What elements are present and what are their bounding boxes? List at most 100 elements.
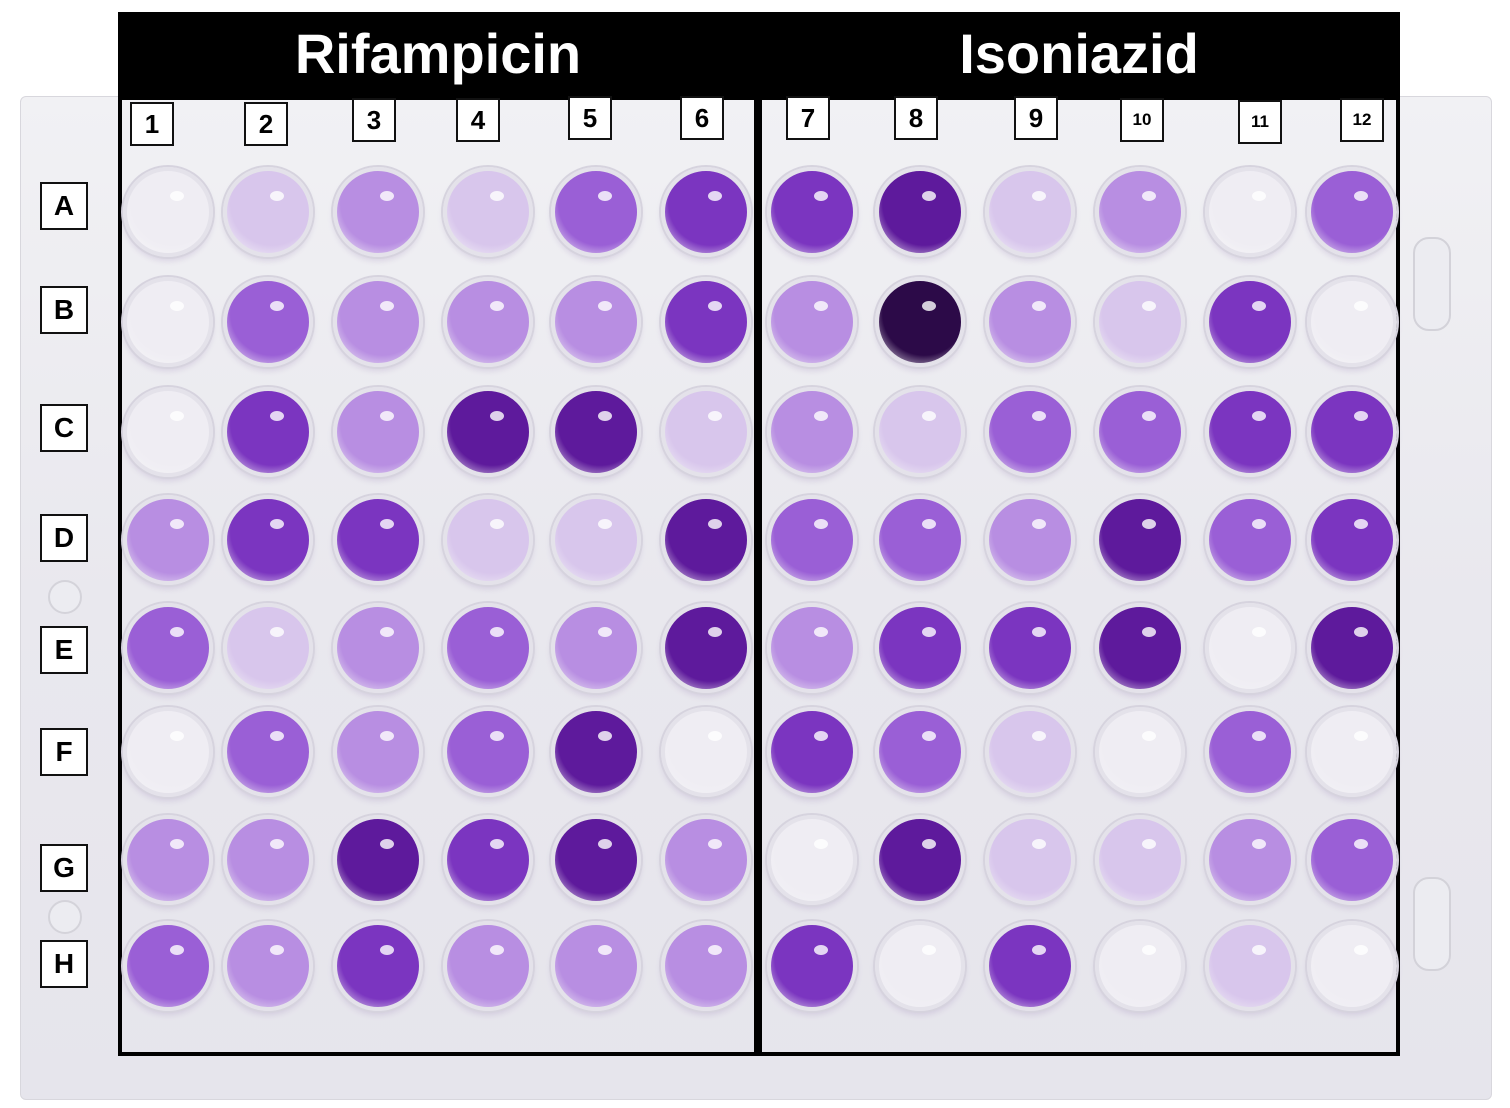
well-B5 bbox=[551, 277, 641, 367]
well-E4 bbox=[443, 603, 533, 693]
plate-notch-bottom bbox=[1413, 877, 1451, 971]
row-label-C: C bbox=[40, 404, 88, 452]
well-B2 bbox=[223, 277, 313, 367]
column-label-6: 6 bbox=[680, 96, 724, 140]
well-G8 bbox=[875, 815, 965, 905]
well-G4 bbox=[443, 815, 533, 905]
well-F8 bbox=[875, 707, 965, 797]
well-G2 bbox=[223, 815, 313, 905]
well-E7 bbox=[767, 603, 857, 693]
well-H12 bbox=[1307, 921, 1397, 1011]
well-A1 bbox=[123, 167, 213, 257]
row-label-E: E bbox=[40, 626, 88, 674]
header-bar bbox=[118, 12, 1400, 96]
column-label-7: 7 bbox=[786, 96, 830, 140]
well-H9 bbox=[985, 921, 1075, 1011]
well-F9 bbox=[985, 707, 1075, 797]
well-B9 bbox=[985, 277, 1075, 367]
well-B6 bbox=[661, 277, 751, 367]
well-A9 bbox=[985, 167, 1075, 257]
well-C2 bbox=[223, 387, 313, 477]
well-F7 bbox=[767, 707, 857, 797]
column-label-8: 8 bbox=[894, 96, 938, 140]
well-F10 bbox=[1095, 707, 1185, 797]
well-C7 bbox=[767, 387, 857, 477]
well-D6 bbox=[661, 495, 751, 585]
well-G12 bbox=[1307, 815, 1397, 905]
well-E8 bbox=[875, 603, 965, 693]
well-E6 bbox=[661, 603, 751, 693]
row-label-F: F bbox=[40, 728, 88, 776]
row-label-G: G bbox=[40, 844, 88, 892]
well-F11 bbox=[1205, 707, 1295, 797]
well-D8 bbox=[875, 495, 965, 585]
well-C5 bbox=[551, 387, 641, 477]
well-H5 bbox=[551, 921, 641, 1011]
well-B12 bbox=[1307, 277, 1397, 367]
row-label-A: A bbox=[40, 182, 88, 230]
well-D10 bbox=[1095, 495, 1185, 585]
column-label-12: 12 bbox=[1340, 98, 1384, 142]
well-G6 bbox=[661, 815, 751, 905]
well-G7 bbox=[767, 815, 857, 905]
column-label-9: 9 bbox=[1014, 96, 1058, 140]
well-A3 bbox=[333, 167, 423, 257]
well-A11 bbox=[1205, 167, 1295, 257]
well-E5 bbox=[551, 603, 641, 693]
well-C10 bbox=[1095, 387, 1185, 477]
well-A12 bbox=[1307, 167, 1397, 257]
well-B10 bbox=[1095, 277, 1185, 367]
well-D3 bbox=[333, 495, 423, 585]
well-D9 bbox=[985, 495, 1075, 585]
well-E11 bbox=[1205, 603, 1295, 693]
well-H4 bbox=[443, 921, 533, 1011]
row-label-D: D bbox=[40, 514, 88, 562]
well-B3 bbox=[333, 277, 423, 367]
column-label-11: 11 bbox=[1238, 100, 1282, 144]
well-D2 bbox=[223, 495, 313, 585]
well-C1 bbox=[123, 387, 213, 477]
drug-title-isoniazid: Isoniazid bbox=[959, 22, 1199, 85]
well-B8 bbox=[875, 277, 965, 367]
panel-rifampicin bbox=[118, 96, 758, 1056]
well-H1 bbox=[123, 921, 213, 1011]
plate-side-dot bbox=[48, 900, 82, 934]
well-D12 bbox=[1307, 495, 1397, 585]
column-label-3: 3 bbox=[352, 98, 396, 142]
well-H3 bbox=[333, 921, 423, 1011]
well-G3 bbox=[333, 815, 423, 905]
drug-title-rifampicin: Rifampicin bbox=[294, 22, 582, 85]
well-H8 bbox=[875, 921, 965, 1011]
well-E3 bbox=[333, 603, 423, 693]
row-label-B: B bbox=[40, 286, 88, 334]
well-D4 bbox=[443, 495, 533, 585]
well-B4 bbox=[443, 277, 533, 367]
well-H2 bbox=[223, 921, 313, 1011]
plate-notch-top bbox=[1413, 237, 1451, 331]
well-F6 bbox=[661, 707, 751, 797]
well-B7 bbox=[767, 277, 857, 367]
well-E10 bbox=[1095, 603, 1185, 693]
well-D5 bbox=[551, 495, 641, 585]
column-label-5: 5 bbox=[568, 96, 612, 140]
panel-isoniazid bbox=[758, 96, 1400, 1056]
well-A4 bbox=[443, 167, 533, 257]
well-A2 bbox=[223, 167, 313, 257]
well-G10 bbox=[1095, 815, 1185, 905]
well-C11 bbox=[1205, 387, 1295, 477]
well-H6 bbox=[661, 921, 751, 1011]
plate-side-dot bbox=[48, 580, 82, 614]
well-A8 bbox=[875, 167, 965, 257]
well-B1 bbox=[123, 277, 213, 367]
well-H11 bbox=[1205, 921, 1295, 1011]
well-G5 bbox=[551, 815, 641, 905]
well-C4 bbox=[443, 387, 533, 477]
well-G9 bbox=[985, 815, 1075, 905]
well-A10 bbox=[1095, 167, 1185, 257]
well-H7 bbox=[767, 921, 857, 1011]
well-E9 bbox=[985, 603, 1075, 693]
well-F12 bbox=[1307, 707, 1397, 797]
column-label-4: 4 bbox=[456, 98, 500, 142]
well-H10 bbox=[1095, 921, 1185, 1011]
well-C12 bbox=[1307, 387, 1397, 477]
